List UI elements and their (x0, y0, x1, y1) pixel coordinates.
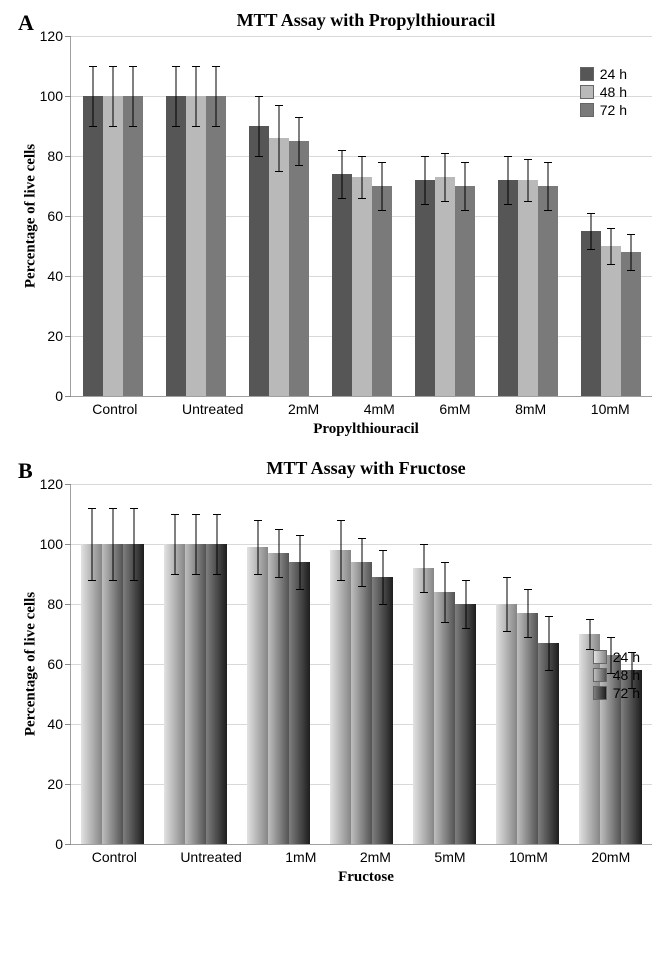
bar (332, 174, 352, 396)
bar (352, 177, 372, 396)
panel-a-legend: 24 h 48 h 72 h (580, 66, 627, 120)
bar (166, 96, 186, 396)
panel-b-xlabels: Control Untreated 1mM 2mM 5mM 10mM 20mM (70, 849, 652, 865)
xtick-label: Untreated (182, 401, 243, 417)
bar (289, 141, 309, 396)
bar-group (415, 36, 475, 396)
xtick-label: 8mM (515, 401, 546, 417)
bar (601, 246, 621, 396)
bar (415, 180, 435, 396)
bar-group (413, 484, 476, 844)
bar (83, 96, 103, 396)
panel-a-ylabel: Percentage of live cells (23, 144, 40, 288)
legend-label: 48 h (600, 84, 627, 100)
xtick-label: 4mM (364, 401, 395, 417)
bar (164, 544, 185, 844)
bar (185, 544, 206, 844)
xtick-label: 6mM (439, 401, 470, 417)
bar (455, 186, 475, 396)
legend-item: 24 h (593, 649, 640, 665)
bar-group (83, 36, 143, 396)
xtick-label: 10mM (509, 849, 548, 865)
bar (103, 96, 123, 396)
bar (372, 577, 393, 844)
panel-a-xlabels: Control Untreated 2mM 4mM 6mM 8mM 10mM (70, 401, 652, 417)
xtick-label: Control (92, 401, 137, 417)
bar-group (166, 36, 226, 396)
xtick-label: Control (92, 849, 137, 865)
bar (249, 126, 269, 396)
bar-group (496, 484, 559, 844)
bar-group (249, 36, 309, 396)
panel-b-title: MTT Assay with Fructose (70, 458, 662, 479)
bar (351, 562, 372, 844)
legend-label: 48 h (613, 667, 640, 683)
bar-group (164, 484, 227, 844)
bar (102, 544, 123, 844)
bar (538, 643, 559, 844)
panel-b-xlabel: Fructose (70, 869, 662, 886)
bar (206, 96, 226, 396)
bar (434, 592, 455, 844)
panel-b-legend: 24 h 48 h 72 h (593, 649, 640, 703)
xtick-label: Untreated (180, 849, 241, 865)
bar (81, 544, 102, 844)
panel-b-label: B (18, 458, 33, 484)
panel-b-ylabel: Percentage of live cells (23, 592, 40, 736)
xtick-label: 1mM (285, 849, 316, 865)
panel-b: B MTT Assay with Fructose Percentage of … (10, 458, 662, 886)
panel-a-title: MTT Assay with Propylthiouracil (70, 10, 662, 31)
bar-group (81, 484, 144, 844)
bar (518, 180, 538, 396)
bar (372, 186, 392, 396)
panel-a-label: A (18, 10, 34, 36)
figure: A MTT Assay with Propylthiouracil Percen… (10, 10, 662, 886)
legend-item: 48 h (593, 667, 640, 683)
bar (538, 186, 558, 396)
bar (496, 604, 517, 844)
bar (581, 231, 601, 396)
xtick-label: 2mM (360, 849, 391, 865)
legend-item: 72 h (580, 102, 627, 118)
bar (498, 180, 518, 396)
legend-item: 72 h (593, 685, 640, 701)
legend-label: 24 h (600, 66, 627, 82)
bar (413, 568, 434, 844)
xtick-label: 20mM (591, 849, 630, 865)
bar-group (332, 36, 392, 396)
bar (517, 613, 538, 844)
legend-item: 24 h (580, 66, 627, 82)
bar (455, 604, 476, 844)
bar (247, 547, 268, 844)
xtick-label: 5mM (434, 849, 465, 865)
xtick-label: 10mM (591, 401, 630, 417)
panel-a: A MTT Assay with Propylthiouracil Percen… (10, 10, 662, 438)
bar-group (498, 36, 558, 396)
bar (621, 252, 641, 396)
bar-group (330, 484, 393, 844)
bar (206, 544, 227, 844)
panel-b-chart: Percentage of live cells 24 h48 h72 h 02… (70, 484, 652, 845)
xtick-label: 2mM (288, 401, 319, 417)
legend-item: 48 h (580, 84, 627, 100)
bar (269, 138, 289, 396)
panel-a-xlabel: Propylthiouracil (70, 421, 662, 438)
legend-label: 72 h (600, 102, 627, 118)
bar (289, 562, 310, 844)
bar (435, 177, 455, 396)
bar (268, 553, 289, 844)
panel-a-chart: Percentage of live cells 24 h48 h72 h 02… (70, 36, 652, 397)
legend-label: 24 h (613, 649, 640, 665)
bar (123, 96, 143, 396)
bar (330, 550, 351, 844)
bar (186, 96, 206, 396)
bar (123, 544, 144, 844)
bar-group (247, 484, 310, 844)
legend-label: 72 h (613, 685, 640, 701)
